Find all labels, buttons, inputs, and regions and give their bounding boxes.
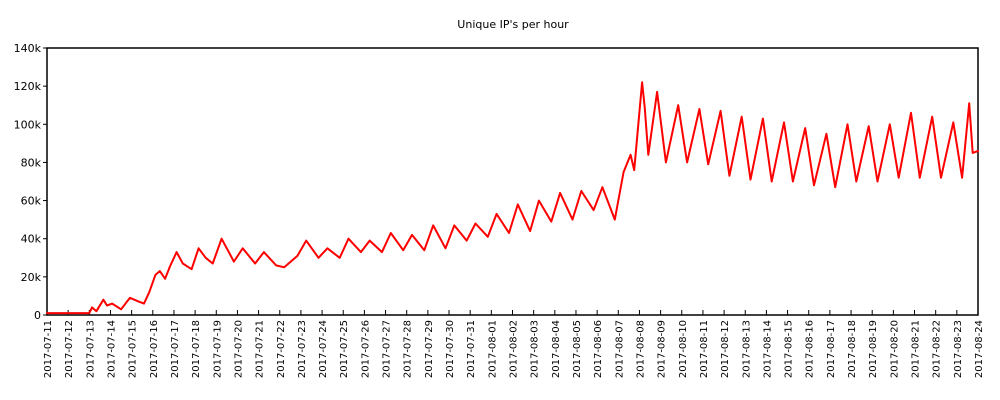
x-tick-label: 2017-08-09 — [657, 320, 668, 378]
x-tick-label: 2017-07-19 — [212, 320, 223, 378]
x-tick-label: 2017-07-30 — [445, 320, 456, 378]
x-tick-label: 2017-08-08 — [635, 320, 646, 378]
x-tick-label: 2017-08-04 — [551, 320, 562, 378]
plot-frame — [46, 47, 979, 316]
x-tick-label: 2017-07-28 — [403, 320, 414, 378]
series-group — [46, 81, 979, 315]
x-tick-label: 2017-08-06 — [593, 320, 604, 378]
y-axis: 0 20k 40k 60k 80k 100k 120k 140k — [14, 42, 47, 322]
x-tick-label: 2017-08-14 — [762, 320, 773, 378]
x-tick-label: 2017-07-13 — [85, 320, 96, 378]
x-tick-label: 2017-08-05 — [572, 320, 583, 378]
x-tick-label: 2017-08-16 — [805, 320, 816, 378]
x-tick-label: 2017-07-15 — [128, 320, 139, 378]
y-tick-label: 20k — [21, 271, 42, 284]
y-tick-label: 120k — [14, 80, 42, 93]
y-tick-label: 0 — [34, 309, 41, 322]
x-tick-label: 2017-08-17 — [826, 320, 837, 378]
y-tick-label: 40k — [21, 233, 42, 246]
x-tick-label: 2017-08-23 — [953, 320, 964, 378]
x-tick-label: 2017-07-18 — [191, 320, 202, 378]
x-tick-label: 2017-08-13 — [741, 320, 752, 378]
x-tick-label: 2017-08-10 — [678, 320, 689, 378]
x-tick-label: 2017-08-11 — [699, 320, 710, 378]
x-tick-label: 2017-07-14 — [106, 320, 117, 378]
x-tick-label: 2017-07-31 — [466, 320, 477, 378]
x-tick-label: 2017-08-07 — [614, 320, 625, 378]
y-tick-label: 80k — [21, 156, 42, 169]
x-tick-label: 2017-08-20 — [889, 320, 900, 378]
series-line — [46, 81, 979, 315]
x-tick-label: 2017-07-29 — [424, 320, 435, 378]
x-tick-label: 2017-08-01 — [487, 320, 498, 378]
x-tick-label: 2017-08-03 — [530, 320, 541, 378]
y-tick-label: 60k — [21, 195, 42, 208]
x-tick-label: 2017-07-25 — [339, 320, 350, 378]
x-tick-label: 2017-08-19 — [868, 320, 879, 378]
x-tick-label: 2017-07-27 — [382, 320, 393, 378]
x-tick-label: 2017-08-15 — [784, 320, 795, 378]
x-tick-label: 2017-07-24 — [318, 320, 329, 378]
x-tick-label: 2017-07-11 — [43, 320, 54, 378]
x-tick-label: 2017-07-22 — [276, 320, 287, 378]
x-tick-label: 2017-07-20 — [233, 320, 244, 378]
x-tick-label: 2017-07-26 — [360, 320, 371, 378]
y-tick-label: 100k — [14, 118, 42, 131]
x-tick-label: 2017-08-02 — [509, 320, 520, 378]
y-tick-label: 140k — [14, 42, 42, 55]
x-tick-label: 2017-07-21 — [255, 320, 266, 378]
x-tick-label: 2017-08-18 — [847, 320, 858, 378]
chart-title: Unique IP's per hour — [457, 18, 569, 31]
x-tick-label: 2017-08-12 — [720, 320, 731, 378]
x-tick-label: 2017-07-16 — [149, 320, 160, 378]
x-axis: 2017-07-11 2017-07-12 2017-07-13 2017-07-14… — [43, 310, 985, 378]
x-tick-label: 2017-08-22 — [932, 320, 943, 378]
x-tick-label: 2017-07-23 — [297, 320, 308, 378]
x-tick-label: 2017-08-21 — [911, 320, 922, 378]
x-tick-label: 2017-07-17 — [170, 320, 181, 378]
x-tick-label: 2017-08-24 — [974, 320, 985, 378]
x-tick-label: 2017-07-12 — [64, 320, 75, 378]
